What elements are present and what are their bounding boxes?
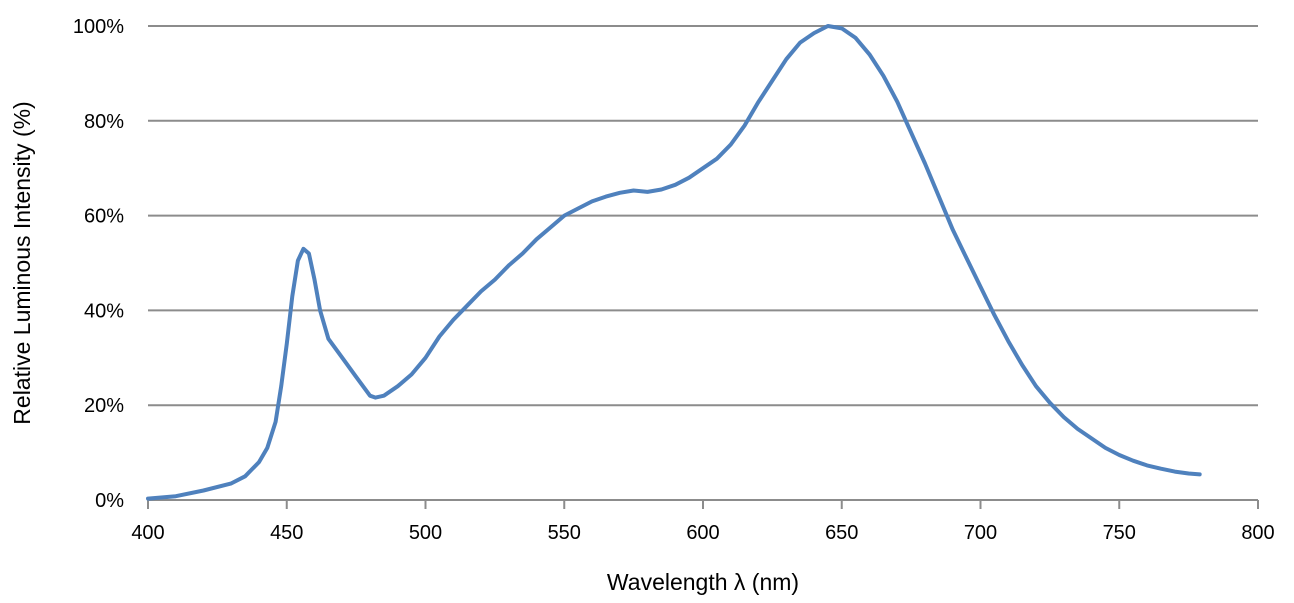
gridlines: [148, 25, 1258, 407]
x-tick-label: 550: [548, 522, 581, 544]
x-tick-label: 650: [825, 522, 858, 544]
y-axis-title: Relative Luminous Intensity (%): [9, 101, 35, 424]
x-tick-label: 400: [131, 522, 164, 544]
x-tick-label: 600: [686, 522, 719, 544]
y-tick-label: 40%: [84, 300, 124, 322]
x-tick-label: 800: [1241, 522, 1274, 544]
y-tick-label: 60%: [84, 206, 124, 228]
x-tick-label: 750: [1103, 522, 1136, 544]
y-tick-label: 100%: [73, 16, 124, 38]
series-line: [146, 24, 1202, 501]
x-axis: [147, 499, 1259, 509]
y-axis-tick-labels: 0% 20% 40% 60% 80% 100%: [73, 16, 124, 512]
y-tick-label: 80%: [84, 111, 124, 133]
x-axis-tick-labels: 400 450 500 550 600 650 700 750 800: [131, 522, 1274, 544]
x-tick-label: 700: [964, 522, 997, 544]
x-axis-title: Wavelength λ (nm): [607, 569, 799, 595]
x-tick-label: 500: [409, 522, 442, 544]
y-tick-label: 20%: [84, 395, 124, 417]
x-tick-label: 450: [270, 522, 303, 544]
y-tick-label: 0%: [95, 490, 124, 512]
